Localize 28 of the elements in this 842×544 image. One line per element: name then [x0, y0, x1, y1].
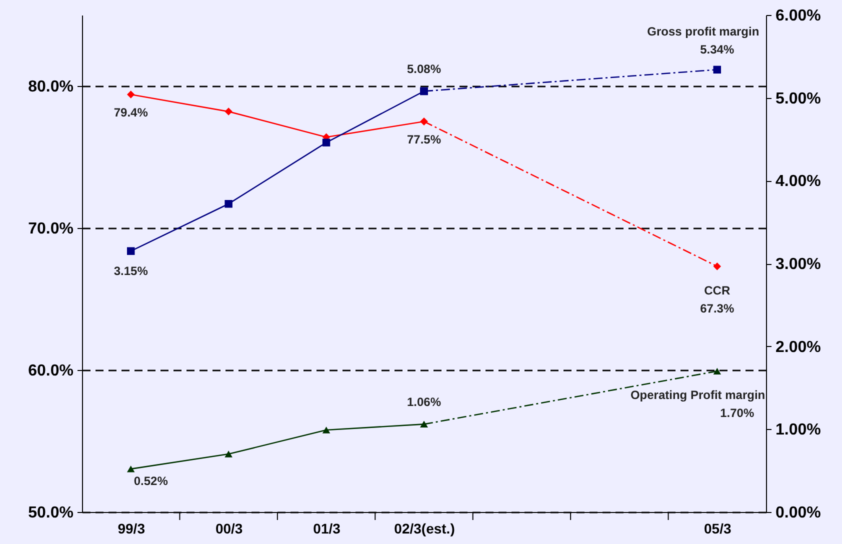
data-label: 79.4%	[114, 106, 148, 120]
x-tick-label: 99/3	[118, 520, 146, 536]
data-label: 0.52%	[134, 474, 168, 488]
data-label: 77.5%	[406, 132, 442, 146]
y-tick-label: 50.0%	[28, 504, 74, 522]
y2-tick-label: 5.00%	[776, 90, 821, 108]
x-tick-label: 02/3(est.)	[394, 520, 455, 536]
y2-tick-label: 6.00%	[776, 8, 821, 24]
y2-tick-label: 4.00%	[776, 173, 821, 190]
data-label: 1.70%	[720, 406, 754, 420]
x-tick-label: 00/3	[215, 520, 243, 536]
y-tick-label: 60.0%	[28, 362, 74, 380]
series-label: CCR	[704, 283, 730, 298]
x-tick-label: 05/3	[704, 520, 732, 536]
y2-tick-label: 1.00%	[776, 422, 821, 439]
y-tick-label: 70.0%	[28, 220, 74, 238]
y2-tick-label: 3.00%	[776, 256, 821, 273]
data-label: 1.06%	[406, 395, 442, 410]
series-label: Operating Profit margin	[630, 388, 766, 402]
text: Gross profit margin	[647, 24, 760, 39]
data-label: 3.15%	[114, 264, 148, 278]
data-label: 5.34%	[700, 42, 734, 57]
y-tick-label: 80.0%	[28, 78, 74, 96]
data-label: 5.08%	[406, 62, 442, 76]
data-label: 67.3%	[700, 301, 734, 316]
x-tick-label: 01/3	[313, 520, 341, 536]
y2-tick-label: 0.00%	[776, 504, 821, 522]
y2-tick-label: 2.00%	[776, 338, 821, 356]
